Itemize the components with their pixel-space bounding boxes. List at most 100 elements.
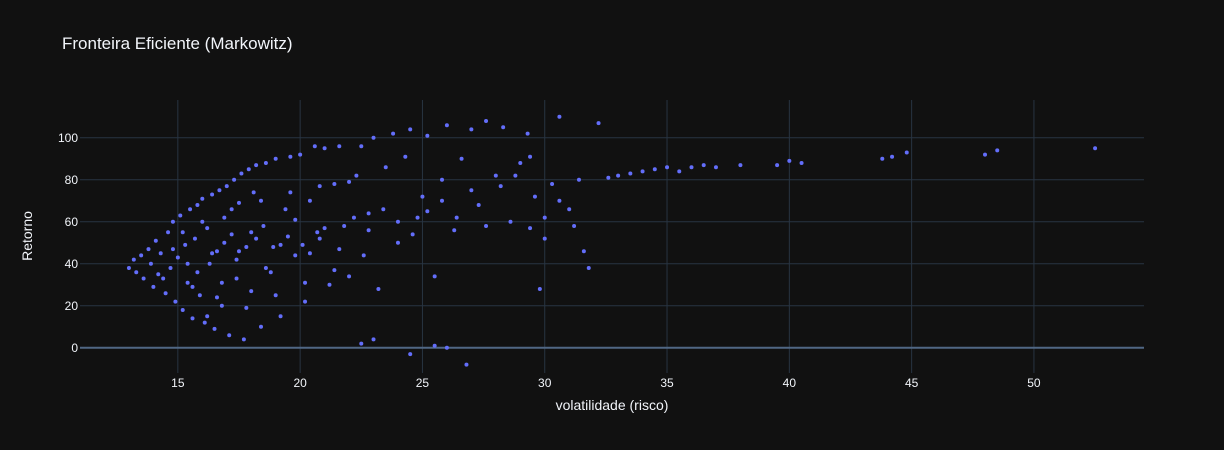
x-axis-ticks: 15 20 25 30 35 40 45 50 bbox=[171, 376, 1041, 390]
data-point bbox=[640, 169, 645, 174]
data-point bbox=[219, 303, 224, 308]
data-point bbox=[180, 308, 185, 312]
data-point bbox=[332, 268, 337, 273]
data-point bbox=[175, 255, 180, 260]
x-tick-label: 45 bbox=[905, 376, 919, 390]
data-point bbox=[440, 198, 445, 203]
data-point bbox=[259, 198, 264, 203]
data-point bbox=[200, 219, 205, 224]
data-point bbox=[224, 184, 229, 189]
data-point bbox=[217, 188, 222, 193]
data-point bbox=[317, 184, 322, 189]
data-point bbox=[444, 123, 449, 128]
data-point bbox=[205, 314, 210, 319]
data-point bbox=[312, 144, 317, 149]
data-point bbox=[995, 148, 1000, 153]
data-point bbox=[244, 245, 249, 249]
data-point bbox=[126, 266, 131, 270]
data-point bbox=[183, 242, 188, 247]
data-point bbox=[628, 171, 633, 176]
data-point bbox=[254, 163, 259, 168]
data-point bbox=[317, 236, 322, 241]
data-point bbox=[347, 274, 352, 279]
data-point bbox=[327, 282, 332, 287]
data-point bbox=[261, 224, 266, 228]
data-point bbox=[303, 280, 308, 285]
data-point bbox=[197, 293, 202, 298]
chart-title: Fronteira Eficiente (Markowitz) bbox=[62, 34, 293, 53]
data-point bbox=[484, 119, 489, 123]
data-point bbox=[525, 131, 530, 136]
data-point bbox=[432, 274, 437, 279]
data-point bbox=[283, 207, 288, 212]
data-point bbox=[246, 167, 251, 172]
data-point bbox=[207, 261, 212, 266]
data-point bbox=[403, 154, 408, 159]
data-point bbox=[332, 182, 337, 186]
data-point bbox=[420, 194, 425, 199]
data-point bbox=[234, 257, 239, 262]
data-point bbox=[354, 173, 359, 178]
x-axis-title: volatilidade (risco) bbox=[556, 397, 669, 413]
data-point bbox=[513, 173, 518, 178]
data-point bbox=[542, 236, 547, 241]
data-point bbox=[342, 224, 347, 228]
data-point bbox=[254, 236, 259, 241]
data-point bbox=[131, 257, 136, 262]
data-point bbox=[425, 209, 430, 214]
data-point bbox=[799, 161, 804, 165]
data-point bbox=[315, 230, 320, 235]
data-point bbox=[501, 125, 506, 130]
data-point bbox=[146, 247, 151, 252]
data-point bbox=[395, 240, 400, 245]
data-point bbox=[185, 261, 190, 266]
data-point bbox=[347, 179, 352, 184]
x-tick-label: 35 bbox=[660, 376, 674, 390]
data-point bbox=[689, 165, 694, 170]
data-point bbox=[557, 114, 562, 119]
data-point bbox=[166, 230, 171, 235]
data-point bbox=[528, 226, 533, 231]
data-point bbox=[307, 198, 312, 203]
data-point bbox=[205, 226, 210, 231]
data-point bbox=[665, 165, 670, 170]
data-point bbox=[285, 234, 290, 239]
data-point bbox=[168, 266, 173, 270]
data-point bbox=[983, 152, 988, 157]
y-axis-ticks: 0 20 40 60 80 100 bbox=[58, 131, 78, 355]
data-point bbox=[263, 266, 268, 270]
data-point bbox=[288, 154, 293, 159]
data-point bbox=[359, 144, 364, 149]
data-point bbox=[366, 211, 371, 216]
data-point bbox=[190, 316, 195, 321]
data-point bbox=[459, 156, 464, 161]
data-point bbox=[410, 232, 415, 237]
y-tick-label: 20 bbox=[65, 299, 79, 313]
data-point bbox=[192, 236, 197, 241]
data-point bbox=[351, 215, 356, 220]
data-point bbox=[359, 341, 364, 346]
data-point bbox=[222, 240, 227, 245]
data-point bbox=[307, 251, 312, 256]
data-point bbox=[408, 127, 413, 132]
data-point bbox=[244, 305, 249, 310]
data-point bbox=[652, 167, 657, 172]
data-point bbox=[454, 215, 459, 220]
data-point bbox=[738, 163, 743, 168]
data-point bbox=[322, 226, 327, 231]
data-point bbox=[229, 207, 234, 212]
data-point bbox=[508, 219, 513, 224]
data-point bbox=[293, 253, 298, 258]
data-point bbox=[232, 177, 237, 182]
data-point bbox=[141, 276, 146, 281]
x-tick-label: 40 bbox=[783, 376, 797, 390]
data-point bbox=[241, 337, 246, 342]
data-point bbox=[251, 190, 256, 195]
data-point bbox=[616, 173, 621, 178]
data-point bbox=[701, 163, 706, 168]
data-point bbox=[227, 333, 232, 338]
data-point bbox=[236, 249, 241, 254]
data-point bbox=[271, 245, 276, 249]
data-point bbox=[440, 177, 445, 182]
